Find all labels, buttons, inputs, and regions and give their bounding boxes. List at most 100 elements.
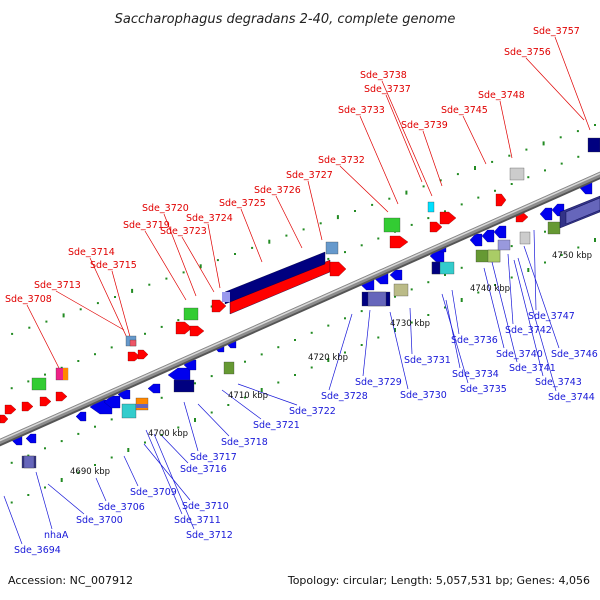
forward-gene-arrow — [190, 326, 204, 336]
gene-label-reverse: Sde_3718 — [221, 437, 268, 448]
tick-mark — [144, 442, 146, 444]
reverse-gene-box — [520, 232, 530, 244]
forward-gene-arrow — [496, 194, 506, 206]
gene-label-reverse: Sde_3706 — [98, 502, 145, 513]
leader-line — [363, 310, 370, 376]
gene-label-forward: Sde_3748 — [478, 90, 525, 101]
tick-mark — [161, 326, 163, 328]
tick-mark — [594, 124, 596, 126]
reverse-gene-box — [174, 380, 194, 392]
tick-mark — [544, 262, 546, 264]
gene-label-forward: Sde_3724 — [186, 213, 233, 224]
tick-mark — [277, 346, 279, 348]
tick-mark — [227, 404, 229, 406]
tick-mark — [131, 289, 133, 293]
reverse-gene-arrow — [482, 230, 494, 242]
leader-line — [184, 402, 198, 451]
tick-mark — [111, 418, 113, 420]
gene-label-reverse: Sde_3717 — [190, 452, 237, 463]
leader-line — [276, 196, 302, 248]
tick-mark — [194, 382, 196, 384]
scale-label-4710: 4710 kbp — [228, 391, 268, 401]
reverse-gene-arrow — [148, 384, 160, 393]
leader-line — [56, 291, 124, 330]
tick-mark — [217, 259, 219, 261]
reverse-gene-box — [548, 222, 560, 234]
forward-gene-arrow — [22, 402, 33, 411]
tick-mark — [461, 298, 463, 302]
scale-label-4750: 4750 kbp — [552, 251, 592, 261]
tick-mark — [337, 215, 339, 219]
tick-mark — [461, 203, 463, 205]
tick-mark — [114, 296, 116, 298]
tick-mark — [344, 251, 346, 253]
forward-gene-labels: Sde_3708 Sde_3713 Sde_3714 Sde_3715 Sde_3719… — [5, 26, 580, 305]
tick-mark — [161, 397, 163, 399]
forward-gene-box — [222, 292, 230, 302]
tick-mark — [311, 332, 313, 334]
gene-label-forward: Sde_3739 — [401, 120, 448, 131]
tick-mark — [508, 155, 510, 157]
forward-gene-box — [588, 138, 600, 152]
tick-mark — [361, 344, 363, 346]
reverse-gene-box — [498, 240, 510, 250]
forward-gene-box — [130, 340, 136, 346]
tick-mark — [544, 231, 546, 233]
gene-label-forward: Sde_3726 — [254, 185, 301, 196]
tick-mark — [63, 313, 65, 317]
leader-line — [463, 116, 486, 164]
tick-mark — [80, 308, 82, 310]
leader-line — [452, 290, 459, 334]
tick-mark — [11, 462, 13, 464]
leader-line — [386, 95, 422, 182]
tick-mark — [474, 166, 476, 170]
tick-mark — [44, 487, 46, 489]
forward-gene-arrow — [440, 212, 456, 224]
tick-mark — [268, 240, 270, 244]
tick-mark — [544, 169, 546, 171]
reverse-gene-band — [566, 198, 600, 224]
reverse-gene-box — [136, 404, 148, 408]
tick-mark — [427, 217, 429, 219]
tick-mark — [148, 284, 150, 286]
tick-mark — [294, 339, 296, 341]
tick-mark — [183, 271, 185, 273]
gene-label-forward: Sde_3714 — [68, 247, 115, 258]
reverse-gene-box — [368, 292, 386, 306]
leader-line — [410, 308, 412, 354]
leader-line — [96, 478, 106, 501]
leader-line — [146, 430, 182, 514]
tick-mark — [111, 457, 113, 459]
leader-line — [27, 305, 62, 374]
gene-label-reverse: Sde_3722 — [289, 406, 336, 417]
tick-mark — [111, 346, 113, 348]
tick-mark — [61, 478, 63, 482]
forward-gene-arrow — [56, 392, 67, 401]
tick-mark — [577, 156, 579, 158]
tick-mark — [251, 247, 253, 249]
tick-mark — [211, 375, 213, 377]
reverse-gene-box — [24, 456, 34, 468]
reverse-gene-arrow — [540, 208, 552, 220]
gene-label-reverse: Sde_3734 — [452, 369, 499, 380]
gene-label-reverse: Sde_3709 — [130, 487, 177, 498]
forward-gene-arrow — [390, 236, 408, 248]
tick-mark — [165, 278, 167, 280]
tick-marks-layer — [0, 124, 596, 512]
tick-mark — [77, 360, 79, 362]
tick-mark — [11, 502, 13, 504]
gene-label-forward: Sde_3757 — [533, 26, 580, 37]
tick-mark — [594, 238, 596, 242]
gene-label-forward: Sde_3727 — [286, 170, 333, 181]
forward-gene-box — [384, 218, 400, 232]
tick-mark — [491, 161, 493, 163]
tick-mark — [44, 374, 46, 376]
gene-label-reverse: Sde_3728 — [321, 391, 368, 402]
gene-label-reverse: Sde_3735 — [460, 384, 507, 395]
forward-gene-box — [326, 242, 338, 254]
tick-mark — [388, 198, 390, 200]
gene-label-forward: Sde_3720 — [142, 203, 189, 214]
tick-mark — [444, 274, 446, 276]
tick-mark — [457, 173, 459, 175]
